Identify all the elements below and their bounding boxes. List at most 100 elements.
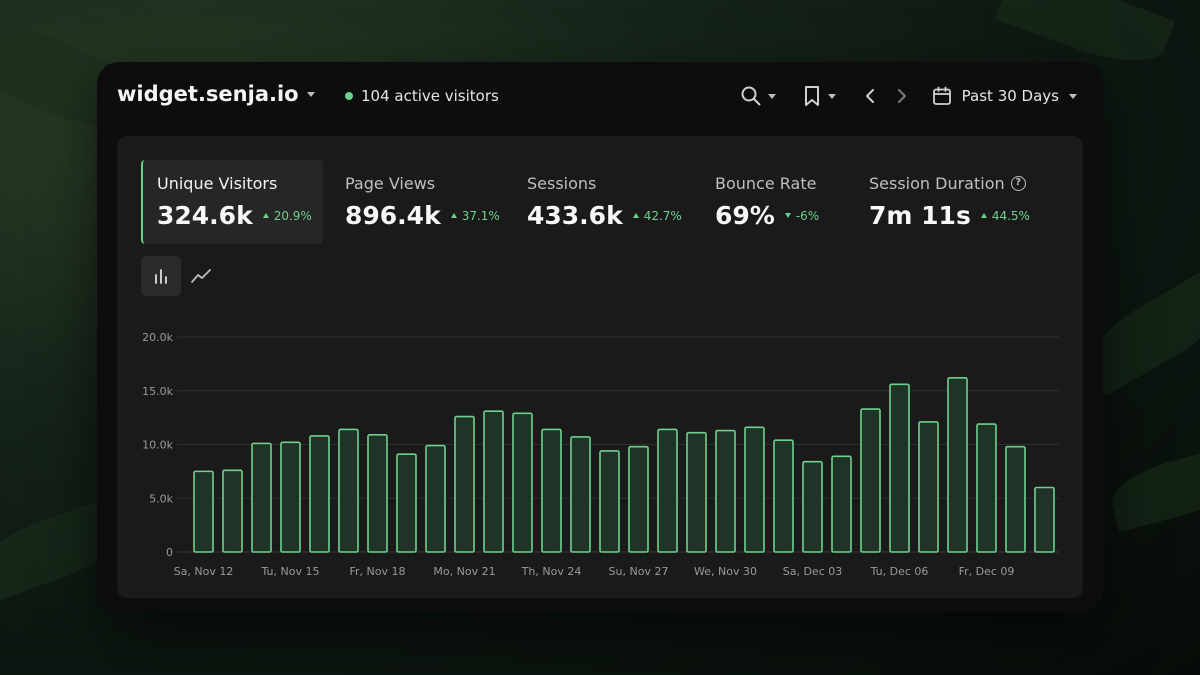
chart-bar[interactable] <box>222 469 243 553</box>
active-visitors: 104 active visitors <box>345 87 499 105</box>
chart-bar[interactable] <box>280 441 301 553</box>
metric-label-text: Session Duration <box>869 174 1005 193</box>
calendar-icon <box>932 86 951 105</box>
stats-panel: Unique Visitors 324.6k 20.9% Page Views … <box>117 136 1083 598</box>
chart-bar[interactable] <box>773 439 794 553</box>
chart-bar[interactable] <box>1034 486 1055 553</box>
x-tick-label: Fr, Nov 18 <box>349 565 405 578</box>
x-tick-label: Th, Nov 24 <box>521 565 582 578</box>
metric-tabs: Unique Visitors 324.6k 20.9% Page Views … <box>141 160 1061 244</box>
top-bar: widget.senja.io 104 active visitors <box>97 62 1103 130</box>
metric-sessions[interactable]: Sessions 433.6k 42.7% <box>511 160 687 244</box>
chart-bar[interactable] <box>512 412 533 553</box>
metric-delta: 42.7% <box>632 208 682 223</box>
chart-bar[interactable] <box>889 383 910 553</box>
chart-bar[interactable] <box>193 470 214 553</box>
background-foliage <box>1105 442 1200 533</box>
bar-chart-button[interactable] <box>141 256 181 296</box>
metric-value: 324.6k <box>157 201 253 230</box>
chart-bar[interactable] <box>367 434 388 553</box>
chart-bar[interactable] <box>947 377 968 553</box>
chart-bar[interactable] <box>686 431 707 553</box>
y-tick-label: 0 <box>166 546 173 559</box>
metric-unique-visitors[interactable]: Unique Visitors 324.6k 20.9% <box>141 160 323 244</box>
chevron-down-icon <box>1069 93 1077 99</box>
chart-bar[interactable] <box>599 450 620 553</box>
search-icon <box>741 86 761 106</box>
chevron-down-icon <box>827 93 836 99</box>
site-selector[interactable]: widget.senja.io <box>117 82 315 106</box>
trend-down-icon <box>784 213 791 218</box>
live-indicator-icon <box>345 92 353 100</box>
metric-label: Page Views <box>345 174 436 193</box>
metric-delta-value: 20.9% <box>273 208 312 223</box>
help-icon[interactable]: ? <box>1010 176 1026 191</box>
y-tick-label: 20.0k <box>142 331 173 344</box>
metric-delta: 37.1% <box>450 208 500 223</box>
chart-bar[interactable] <box>454 415 475 553</box>
chart-bar[interactable] <box>396 453 417 553</box>
chart-bar[interactable] <box>860 408 881 553</box>
chart-bar[interactable] <box>483 410 504 553</box>
bar-chart-icon <box>155 269 167 284</box>
y-tick-label: 5.0k <box>149 492 173 505</box>
chart-bar[interactable] <box>1005 445 1026 553</box>
chevron-down-icon <box>767 93 776 99</box>
chart-bar[interactable] <box>251 442 272 553</box>
metric-value: 433.6k <box>527 201 623 230</box>
chart-bar[interactable] <box>918 421 939 553</box>
x-tick-label: Fr, Dec 09 <box>959 565 1015 578</box>
next-period-button[interactable] <box>896 87 908 105</box>
bookmark-icon <box>804 86 819 106</box>
line-chart-icon <box>191 269 211 283</box>
metric-delta-value: 37.1% <box>461 208 500 223</box>
chart-bar[interactable] <box>744 426 765 553</box>
chart-bar[interactable] <box>657 428 678 553</box>
metric-label: Bounce Rate <box>715 174 817 193</box>
y-tick-label: 15.0k <box>142 385 173 398</box>
metric-delta-value: -6% <box>795 208 820 223</box>
x-tick-label: Tu, Dec 06 <box>870 565 929 578</box>
chart-bar[interactable] <box>715 429 736 553</box>
bookmark-button[interactable] <box>802 85 836 107</box>
x-tick-label: Sa, Nov 12 <box>174 565 234 578</box>
metric-delta: -6% <box>784 208 820 223</box>
analytics-window: widget.senja.io 104 active visitors <box>97 62 1103 612</box>
date-range-picker[interactable]: Past 30 Days <box>932 86 1077 106</box>
active-visitors-label: 104 active visitors <box>361 87 499 105</box>
chevron-right-icon <box>897 89 906 103</box>
metric-label: Session Duration? <box>869 174 1061 193</box>
metric-delta-value: 42.7% <box>643 208 682 223</box>
x-tick-label: Su, Nov 27 <box>609 565 669 578</box>
toolbar: Past 30 Days <box>740 80 1077 112</box>
chart-bar[interactable] <box>570 436 591 553</box>
chart-bar[interactable] <box>802 460 823 553</box>
metric-page-views[interactable]: Page Views 896.4k 37.1% <box>329 160 500 244</box>
metric-session-duration[interactable]: Session Duration? 7m 11s 44.5% <box>853 160 1061 244</box>
chart-type-toggle <box>141 256 221 296</box>
trend-up-icon <box>980 213 987 218</box>
trend-up-icon <box>632 213 639 218</box>
metric-delta-value: 44.5% <box>991 208 1030 223</box>
trend-up-icon <box>262 213 269 218</box>
metric-value: 896.4k <box>345 201 441 230</box>
chart-bar[interactable] <box>628 445 649 553</box>
trend-up-icon <box>450 213 457 218</box>
chart-bar[interactable] <box>976 423 997 553</box>
date-range-label: Past 30 Days <box>961 87 1059 105</box>
chart-bar[interactable] <box>541 428 562 553</box>
search-button[interactable] <box>740 85 776 107</box>
chart-bar[interactable] <box>338 428 359 553</box>
x-tick-label: We, Nov 30 <box>694 565 757 578</box>
chart-bar[interactable] <box>831 455 852 553</box>
chart-bar[interactable] <box>309 435 330 553</box>
x-tick-label: Tu, Nov 15 <box>261 565 320 578</box>
metric-bounce-rate[interactable]: Bounce Rate 69% -6% <box>699 160 849 244</box>
chart-bar[interactable] <box>425 444 446 553</box>
unique-visitors-bar-chart: 0 5.0k 10.0k 15.0k 20.0k Sa, Nov 12 Tu, Nov 15… <box>142 331 1059 578</box>
metric-value: 69% <box>715 201 775 230</box>
line-chart-button[interactable] <box>181 256 221 296</box>
metric-value: 7m 11s <box>869 201 971 230</box>
metric-label: Unique Visitors <box>157 174 278 193</box>
previous-period-button[interactable] <box>864 87 876 105</box>
